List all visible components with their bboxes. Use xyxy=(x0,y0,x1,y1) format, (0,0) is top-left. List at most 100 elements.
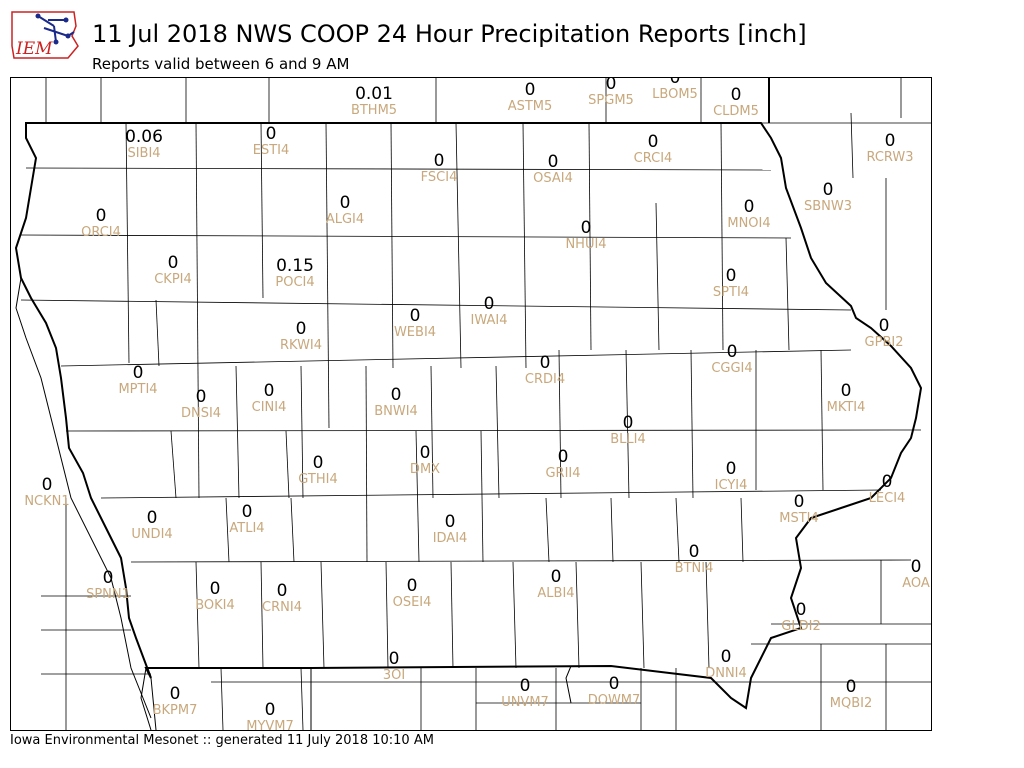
station-id-label: POCI4 xyxy=(275,275,315,290)
station-idai4: 0 IDAI4 xyxy=(432,514,468,546)
station-cggi4: 0 CGGI4 xyxy=(711,342,752,376)
station-id-label: CINI4 xyxy=(251,400,287,415)
station-spti4: 0 SPTI4 xyxy=(713,266,749,300)
station-id-label: ALGI4 xyxy=(325,212,365,227)
station-id-label: GPBI2 xyxy=(864,335,904,350)
station-value: 0 xyxy=(547,152,559,172)
station-value: 0 xyxy=(726,342,738,362)
station-id-label: DNNI4 xyxy=(705,666,747,681)
station-mpti4: 0 MPTI4 xyxy=(118,365,158,397)
station-id-label: IDAI4 xyxy=(432,531,468,546)
station-id-label: SPNN1 xyxy=(86,587,130,602)
station-id-label: BTHM5 xyxy=(350,103,398,118)
station-id-label: DOWM7 xyxy=(587,693,641,708)
station-id-label: MQBI2 xyxy=(829,696,873,711)
station-dmx: 0 DMX xyxy=(409,445,441,477)
station-value: 0 xyxy=(41,475,53,495)
station-sibi4: 0.06 SIBI4 xyxy=(125,127,163,161)
station-value: 0 xyxy=(884,131,896,151)
station-3oi: 0 3OI xyxy=(383,649,405,683)
station-value: 0 xyxy=(390,385,402,405)
svg-text:IEM: IEM xyxy=(15,39,53,59)
station-dnni4: 0 DNNI4 xyxy=(705,647,747,681)
station-esti4: 0 ESTI4 xyxy=(252,126,290,158)
station-value: 0.06 xyxy=(125,127,163,147)
station-id-label: MKTI4 xyxy=(826,400,866,415)
county-boundaries xyxy=(14,78,931,730)
station-value: 0.15 xyxy=(276,256,314,276)
station-undi4: 0 UNDI4 xyxy=(131,508,172,542)
station-value: 0 xyxy=(102,568,114,588)
station-webi4: 0 WEBI4 xyxy=(393,308,437,340)
station-value: 0 xyxy=(388,649,400,669)
station-id-label: SIBI4 xyxy=(127,146,161,161)
station-id-label: SBNW3 xyxy=(803,199,853,214)
station-value: 0 xyxy=(169,684,181,704)
station-astm5: 0 ASTM5 xyxy=(507,80,553,114)
station-id-label: MSTI4 xyxy=(779,511,819,526)
station-value: 0 xyxy=(647,132,659,152)
station-id-label: OSEI4 xyxy=(392,595,432,610)
station-value: 0 xyxy=(878,316,890,336)
station-ckpi4: 0 CKPI4 xyxy=(154,255,192,287)
station-id-label: WEBI4 xyxy=(393,325,437,340)
station-value: 0 xyxy=(406,576,418,596)
station-value: 0 xyxy=(795,600,807,620)
station-id-label: LBOM5 xyxy=(652,87,698,102)
station-fsci4: 0 FSCI4 xyxy=(421,151,458,185)
station-id-label: MYVM7 xyxy=(246,719,294,731)
station-msti4: 0 MSTI4 xyxy=(779,494,819,526)
station-value: 0 xyxy=(910,557,922,577)
station-btni4: 0 BTNI4 xyxy=(675,544,714,576)
station-value: 0 xyxy=(730,85,742,105)
station-value: 0 xyxy=(312,453,324,473)
station-nhui4: 0 NHUI4 xyxy=(565,218,606,252)
station-value: 0 xyxy=(195,387,207,407)
station-mqbi2: 0 MQBI2 xyxy=(829,679,873,711)
station-value: 0 xyxy=(295,319,307,339)
station-value: 0 xyxy=(725,459,737,479)
station-value: 0 xyxy=(519,676,531,696)
station-value: 0 xyxy=(264,700,276,720)
station-id-label: SPGM5 xyxy=(588,93,634,108)
station-value: 0 xyxy=(524,80,536,100)
station-unvm7: 0 UNVM7 xyxy=(501,676,549,710)
station-id-label: BLLI4 xyxy=(610,432,646,447)
station-id-label: CRNI4 xyxy=(262,600,302,615)
station-id-label: ESTI4 xyxy=(252,143,290,158)
station-blli4: 0 BLLI4 xyxy=(610,413,646,447)
station-id-label: OSAI4 xyxy=(533,171,573,186)
station-id-label: BKPM7 xyxy=(152,703,198,718)
station-id-label: CLDM5 xyxy=(713,104,759,119)
station-id-label: MPTI4 xyxy=(118,382,158,397)
station-dowm7: 0 DOWM7 xyxy=(587,674,641,708)
station-value: 0 xyxy=(622,413,634,433)
station-nckn1: 0 NCKN1 xyxy=(24,475,70,509)
station-mkti4: 0 MKTI4 xyxy=(826,381,866,415)
station-lbom5: 0 LBOM5 xyxy=(652,77,698,102)
station-rkwi4: 0 RKWI4 xyxy=(280,319,322,353)
station-id-label: IWAI4 xyxy=(470,313,508,328)
station-id-label: DNSI4 xyxy=(180,406,222,421)
station-value: 0 xyxy=(433,151,445,171)
station-value: 0 xyxy=(209,579,221,599)
station-value: 0 xyxy=(725,266,737,286)
station-id-label: GRII4 xyxy=(545,466,581,481)
station-value: 0 xyxy=(669,77,681,88)
map-subtitle: Reports valid between 6 and 9 AM xyxy=(92,55,350,73)
station-value: 0 xyxy=(580,218,592,238)
station-cini4: 0 CINI4 xyxy=(251,381,287,415)
station-value: 0 xyxy=(720,647,732,667)
station-value: 0 xyxy=(146,508,158,528)
station-crci4: 0 CRCI4 xyxy=(633,132,673,166)
station-id-label: BOKI4 xyxy=(195,598,235,613)
station-id-label: ASTM5 xyxy=(507,99,553,114)
station-value: 0 xyxy=(840,381,852,401)
station-value: 0 xyxy=(605,77,617,94)
station-id-label: DMX xyxy=(409,462,441,477)
station-id-label: NCKN1 xyxy=(24,494,70,509)
station-value: 0 xyxy=(608,674,620,694)
station-value: 0 xyxy=(263,381,275,401)
station-id-label: CRCI4 xyxy=(633,151,673,166)
station-id-label: LECI4 xyxy=(868,491,906,506)
